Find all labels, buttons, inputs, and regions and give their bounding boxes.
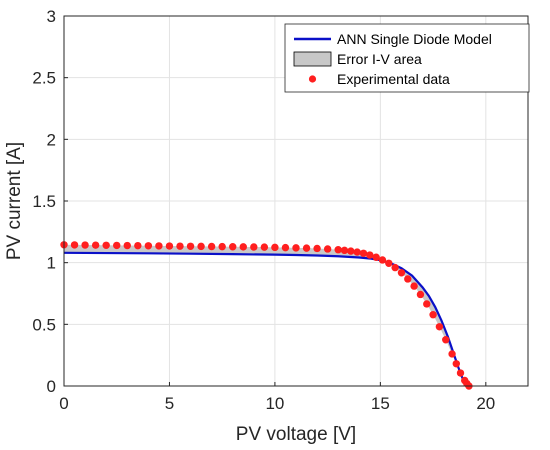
experimental-point bbox=[323, 245, 332, 253]
experimental-point bbox=[165, 242, 174, 250]
y-tick-label: 0.5 bbox=[32, 315, 56, 334]
experimental-point bbox=[347, 247, 355, 255]
experimental-point bbox=[442, 336, 450, 344]
y-tick-label: 1.5 bbox=[32, 192, 56, 211]
experimental-point bbox=[404, 275, 412, 283]
experimental-point bbox=[359, 249, 368, 257]
experimental-point bbox=[134, 241, 142, 250]
x-tick-label: 10 bbox=[265, 394, 284, 413]
legend-dot-swatch bbox=[308, 75, 317, 83]
experimental-point bbox=[229, 243, 237, 251]
experimental-point bbox=[281, 243, 290, 252]
experimental-point bbox=[452, 360, 460, 368]
experimental-point bbox=[313, 244, 321, 253]
x-tick-label: 5 bbox=[165, 394, 174, 413]
experimental-point bbox=[155, 242, 163, 250]
experimental-point bbox=[378, 256, 387, 264]
x-axis-label: PV voltage [V] bbox=[236, 424, 356, 445]
experimental-point bbox=[372, 253, 380, 261]
experimental-point bbox=[353, 248, 361, 256]
experimental-point bbox=[260, 243, 269, 251]
experimental-point bbox=[207, 242, 216, 251]
y-tick-label: 2 bbox=[47, 130, 56, 149]
experimental-point bbox=[391, 263, 399, 272]
experimental-point bbox=[302, 244, 311, 252]
experimental-point bbox=[340, 246, 349, 255]
experimental-point bbox=[123, 241, 131, 250]
experimental-point bbox=[410, 282, 418, 290]
experimental-point bbox=[176, 242, 184, 250]
experimental-point bbox=[435, 323, 444, 331]
experimental-point bbox=[250, 243, 258, 251]
legend-label-error-area: Error I-V area bbox=[337, 51, 422, 67]
experimental-point bbox=[144, 242, 153, 250]
experimental-point bbox=[186, 242, 195, 250]
legend: ANN Single Diode Model Error I-V area Ex… bbox=[284, 23, 530, 93]
x-tick-label: 0 bbox=[59, 394, 68, 413]
experimental-point bbox=[239, 243, 247, 251]
y-tick-labels: 0 0.5 1 1.5 2 2.5 3 bbox=[32, 7, 56, 396]
axes-frame bbox=[63, 15, 529, 387]
experimental-points-layer bbox=[60, 241, 473, 390]
experimental-point bbox=[70, 241, 79, 249]
experimental-point bbox=[416, 290, 425, 299]
legend-label-model: ANN Single Diode Model bbox=[337, 31, 492, 47]
x-tick-label: 15 bbox=[371, 394, 390, 413]
experimental-point bbox=[448, 350, 456, 358]
y-tick-label: 2.5 bbox=[32, 69, 56, 88]
y-tick-label: 0 bbox=[47, 377, 56, 396]
experimental-point bbox=[429, 311, 437, 319]
y-axis-label: PV current [A] bbox=[4, 142, 25, 260]
experimental-point bbox=[366, 251, 374, 259]
experimental-point bbox=[271, 243, 279, 252]
legend-area-swatch bbox=[293, 51, 332, 67]
experimental-point bbox=[113, 241, 121, 250]
experimental-point bbox=[423, 300, 431, 308]
experimental-point bbox=[102, 241, 110, 249]
experimental-point bbox=[218, 242, 226, 251]
y-tick-label: 3 bbox=[47, 7, 56, 26]
experimental-point bbox=[334, 246, 342, 254]
experimental-point bbox=[81, 241, 89, 249]
x-tick-labels: 0 5 10 15 20 bbox=[59, 394, 495, 413]
experimental-point bbox=[385, 259, 393, 267]
experimental-point bbox=[397, 269, 406, 277]
y-tick-label: 1 bbox=[47, 254, 56, 273]
legend-label-experimental: Experimental data bbox=[337, 71, 450, 87]
experimental-point bbox=[292, 244, 300, 252]
experimental-point bbox=[91, 241, 100, 249]
experimental-point bbox=[456, 369, 465, 377]
x-tick-label: 20 bbox=[476, 394, 495, 413]
experimental-point bbox=[197, 242, 205, 251]
